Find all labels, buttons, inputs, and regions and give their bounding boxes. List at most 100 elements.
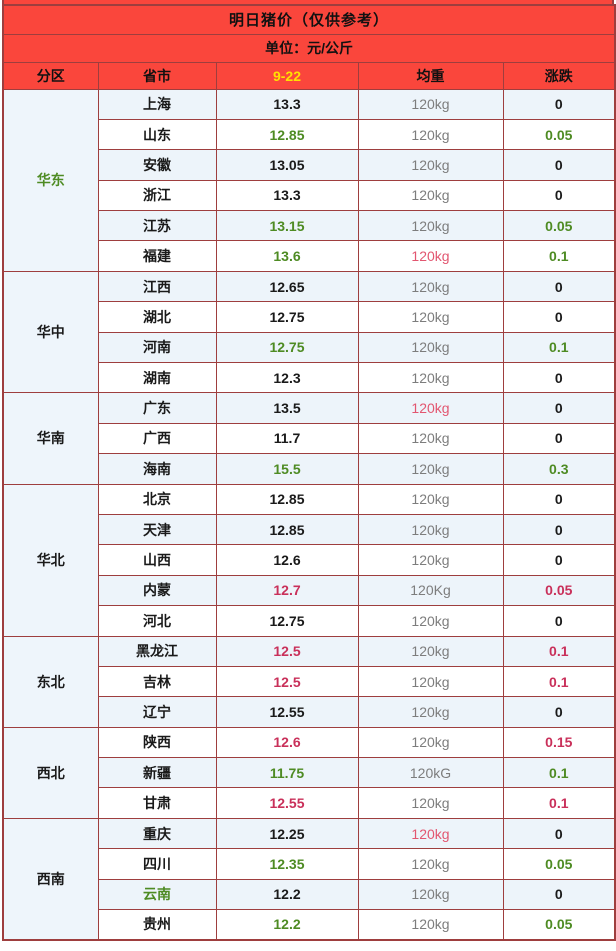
weight-cell: 120kg [357,665,504,698]
table-row: 贵州 12.2 120kg 0.05 [3,909,616,941]
table-row: 广西 11.7 120kg 0 [3,422,616,455]
price-cell: 13.3 [215,88,359,120]
column-header-row: 分区 省市 9-22 均重 涨跌 [2,61,616,90]
weight-cell: 120kg [357,544,504,576]
column-header-weight: 均重 [357,61,504,90]
price-cell: 12.2 [215,909,359,941]
weight-cell: 120kg [357,817,504,850]
table-row: 河南 12.75 120kg 0.1 [3,331,616,364]
change-cell: 0 [502,513,616,546]
change-cell: 0.05 [502,118,616,151]
price-cell: 13.05 [215,149,359,181]
table-row: 辽宁 12.55 120kg 0 [3,696,616,728]
weight-cell: 120kg [357,726,504,759]
weight-cell: 120kg [357,331,504,364]
region-cell: 华南 [2,392,99,485]
unit-row: 单位：元/公斤 [2,33,616,63]
price-cell: 12.6 [215,726,359,759]
weight-cell: 120kg [357,210,504,242]
province-cell: 黑龙江 [97,635,217,667]
province-cell: 陕西 [97,726,217,759]
price-cell: 12.75 [215,605,359,637]
price-cell: 11.75 [215,757,359,789]
weight-cell: 120kg [357,179,504,212]
change-cell: 0.1 [502,757,616,789]
page-title: 明日猪价（仅供参考） [2,4,616,35]
price-cell: 12.25 [215,817,359,850]
weight-cell: 120kg [357,422,504,455]
table-row: 东北 黑龙江 12.5 120kg 0.1 [2,635,616,728]
weight-cell: 120kg [357,513,504,546]
price-cell: 12.5 [215,665,359,698]
change-cell: 0 [502,544,616,576]
table-row: 云南 12.2 120kg 0 [3,878,616,911]
change-cell: 0.05 [502,909,616,941]
table-row: 福建 13.6 120kg 0.1 [3,240,616,272]
province-cell: 浙江 [97,179,217,212]
weight-cell: 120kg [357,270,504,303]
weight-cell: 120kg [357,118,504,151]
table-row: 天津 12.85 120kg 0 [3,513,616,546]
weight-cell: 120kg [357,787,504,819]
change-cell: 0 [502,817,616,850]
weight-cell: 120kg [357,483,504,515]
column-header-province: 省市 [97,61,217,90]
table-row: 吉林 12.5 120kg 0.1 [3,665,616,698]
price-cell: 12.2 [215,878,359,911]
change-cell: 0 [502,696,616,728]
table-row: 华南 广东 13.5 120kg 0 [2,392,616,485]
change-cell: 0 [502,362,616,394]
change-cell: 0.1 [502,787,616,819]
province-cell: 安徽 [97,149,217,181]
province-cell: 广东 [97,392,217,424]
province-cell: 江西 [97,270,217,303]
price-cell: 12.55 [215,696,359,728]
weight-cell: 120kg [357,878,504,911]
change-cell: 0.1 [502,240,616,272]
top-strip [2,0,614,4]
price-cell: 12.55 [215,787,359,819]
price-cell: 15.5 [215,453,359,485]
change-cell: 0.3 [502,453,616,485]
region-cell: 华东 [2,88,99,272]
province-cell: 北京 [97,483,217,515]
weight-cell: 120kg [357,696,504,728]
pig-price-table: 明日猪价（仅供参考） 单位：元/公斤 分区 省市 9-22 均重 涨跌 华东 上海 13.3… [2,4,616,941]
province-cell: 新疆 [97,757,217,789]
title-row: 明日猪价（仅供参考） [2,4,616,35]
column-header-date: 9-22 [215,61,359,90]
change-cell: 0 [502,605,616,637]
province-cell: 重庆 [97,817,217,850]
region-cell: 西北 [2,726,99,819]
region-cell: 东北 [2,635,99,728]
weight-cell: 120kg [357,909,504,941]
change-cell: 0.1 [502,635,616,667]
table-row: 江苏 13.15 120kg 0.05 [3,210,616,242]
weight-cell: 120kg [357,362,504,394]
region-cell: 西南 [2,817,99,941]
price-cell: 12.65 [215,270,359,303]
price-cell: 12.6 [215,544,359,576]
change-cell: 0 [502,483,616,515]
province-cell: 河南 [97,331,217,364]
table-row: 四川 12.35 120kg 0.05 [3,848,616,880]
table-row: 河北 12.75 120kg 0 [3,605,616,637]
change-cell: 0.05 [502,574,616,607]
price-cell: 12.75 [215,331,359,364]
change-cell: 0 [502,270,616,303]
change-cell: 0 [502,301,616,333]
change-cell: 0 [502,149,616,181]
province-cell: 广西 [97,422,217,455]
weight-cell: 120kg [357,301,504,333]
change-cell: 0 [502,878,616,911]
table-row: 浙江 13.3 120kg 0 [3,179,616,212]
weight-cell: 120kg [357,848,504,880]
table-row: 安徽 13.05 120kg 0 [3,149,616,181]
price-cell: 12.5 [215,635,359,667]
change-cell: 0.05 [502,848,616,880]
province-cell: 河北 [97,605,217,637]
table-row: 华北 北京 12.85 120kg 0 [2,483,616,637]
province-cell: 甘肃 [97,787,217,819]
table-row: 西北 陕西 12.6 120kg 0.15 [2,726,616,819]
province-cell: 四川 [97,848,217,880]
